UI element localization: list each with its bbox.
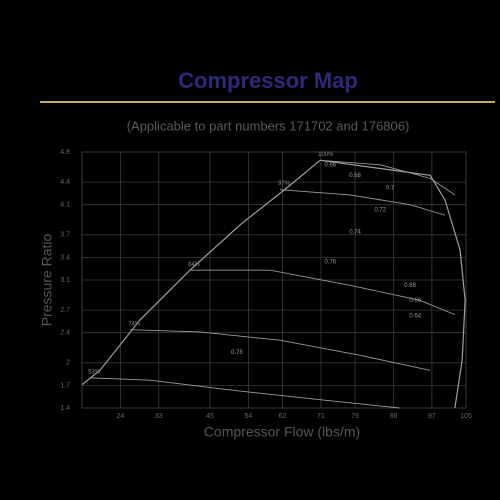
speed-line (189, 269, 456, 316)
y-tick-label: 4.4 (60, 179, 70, 186)
speed-line (90, 377, 400, 409)
efficiency-label: 0.78 (231, 350, 243, 356)
y-tick-label: 2.7 (60, 307, 70, 314)
speed-line (320, 159, 456, 196)
x-tick-label: 88 (390, 413, 398, 420)
x-tick-label: 54 (245, 413, 253, 420)
speed-line (130, 329, 431, 371)
y-tick-label: 4.1 (60, 202, 70, 209)
efficiency-label: 0.64 (409, 314, 421, 320)
x-tick-label: 71 (317, 413, 325, 420)
efficiency-label: 0.72 (374, 208, 386, 214)
speed-label: 74% (128, 321, 141, 327)
boundary-line (319, 159, 466, 409)
speed-label: 53% (88, 369, 101, 375)
y-tick-label: 4.8 (60, 149, 70, 156)
y-tick-label: 2 (66, 360, 70, 367)
speed-label: 100% (318, 152, 334, 158)
x-tick-label: 33 (155, 413, 163, 420)
efficiency-label: 0.66 (324, 162, 336, 168)
speed-label: 84% (188, 262, 201, 268)
y-axis-label: Pressure Ratio (39, 233, 55, 326)
efficiency-label: 0.74 (349, 229, 361, 235)
efficiency-label: 0.68 (349, 173, 361, 179)
x-tick-label: 45 (206, 413, 214, 420)
x-tick-label: 105 (460, 413, 472, 420)
y-tick-label: 1.7 (60, 382, 70, 389)
y-tick-label: 3.4 (60, 254, 70, 261)
speed-label: 97% (278, 181, 291, 187)
x-tick-label: 62 (279, 413, 287, 420)
x-tick-label: 24 (117, 413, 125, 420)
speed-line (279, 189, 446, 216)
chart-title: Compressor Map (178, 68, 358, 93)
y-tick-label: 2.4 (60, 330, 70, 337)
chart-subtitle: (Applicable to part numbers 171702 and 1… (127, 118, 410, 133)
efficiency-label: 0.68 (404, 283, 416, 289)
x-axis-label: Compressor Flow (lbs/m) (204, 424, 360, 440)
x-tick-label: 79 (351, 413, 359, 420)
x-tick-label: 97 (428, 413, 436, 420)
efficiency-label: 0.66 (409, 298, 421, 304)
efficiency-label: 0.76 (324, 260, 336, 266)
efficiency-label: 0.7 (386, 186, 395, 192)
y-tick-label: 1.4 (60, 405, 70, 412)
y-tick-label: 3.7 (60, 232, 70, 239)
y-tick-label: 3.1 (60, 277, 70, 284)
